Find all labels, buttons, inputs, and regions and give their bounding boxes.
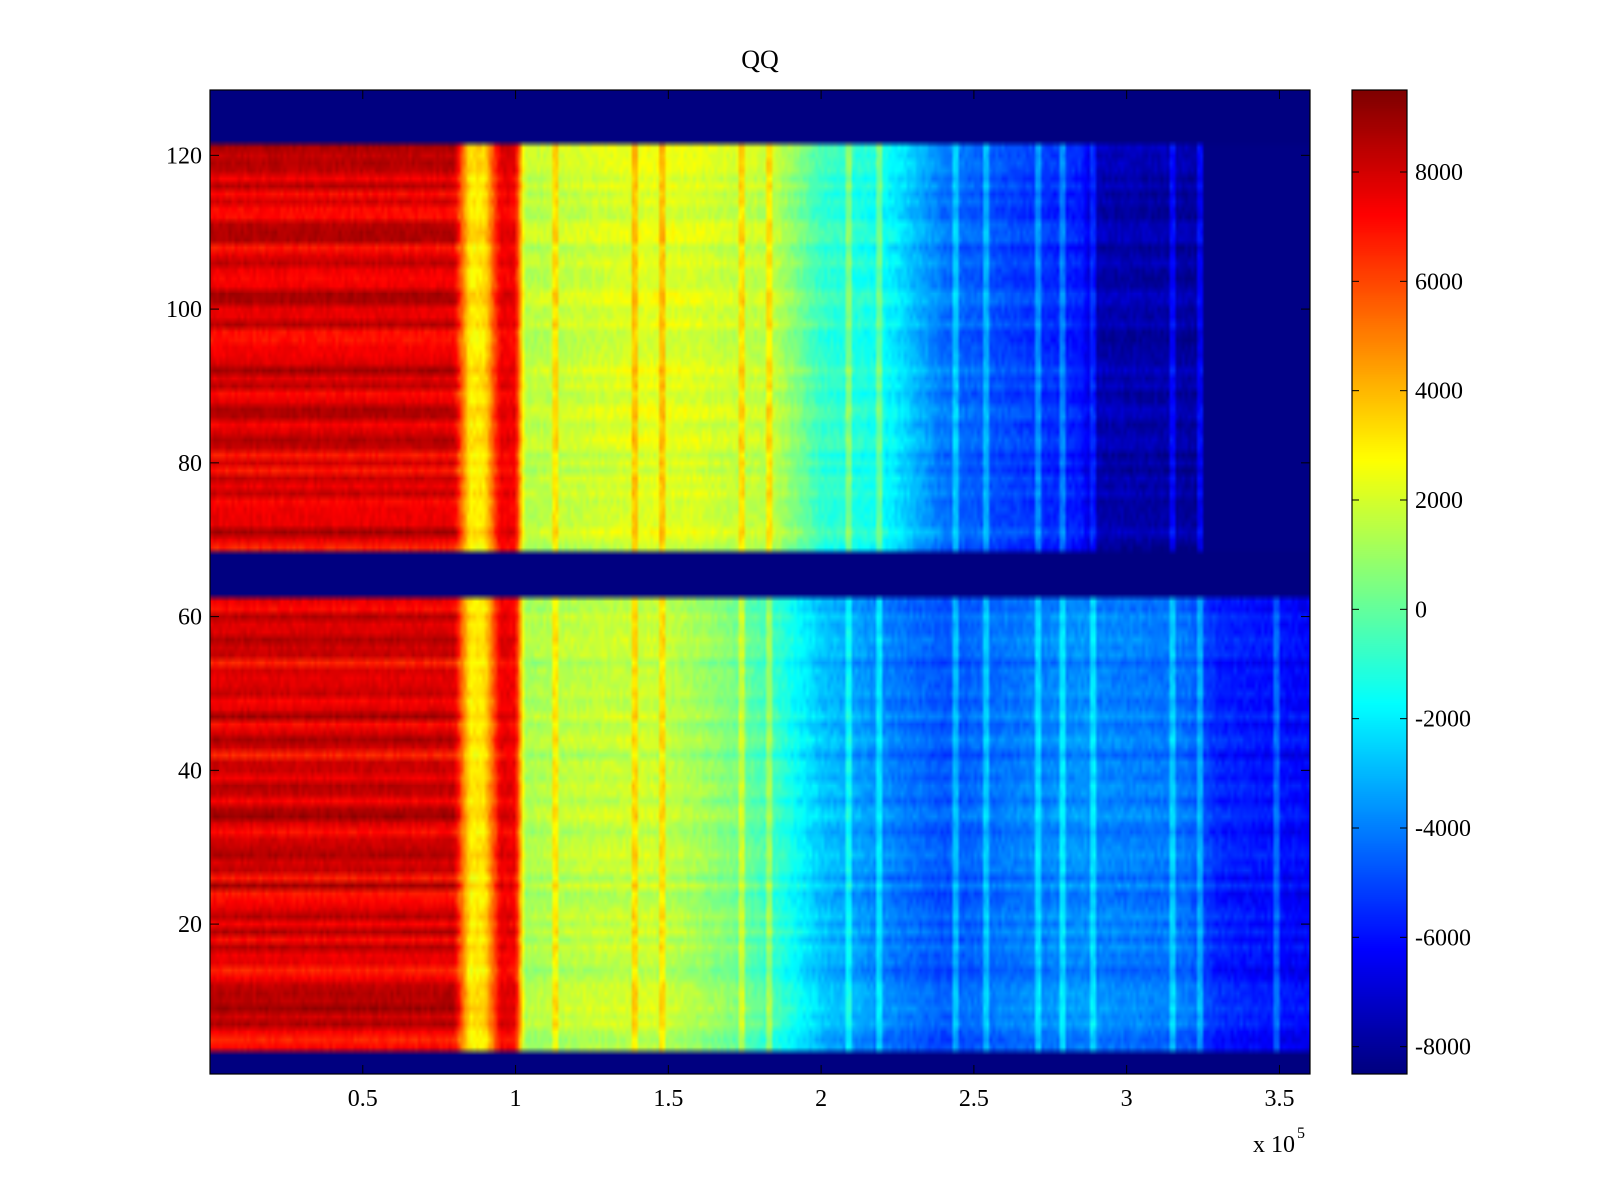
x-multiplier-base: x 10	[1253, 1132, 1295, 1158]
y-tick-label: 120	[166, 143, 202, 169]
y-tick-label: 100	[166, 297, 202, 323]
colorbar-tick-label: -6000	[1415, 925, 1471, 951]
x-multiplier-label: x 10 5	[1253, 1125, 1305, 1158]
y-tick-label: 80	[178, 451, 202, 477]
colorbar-tick-label: 4000	[1415, 379, 1463, 405]
colorbar-axis: 8000 6000 4000 2000 0 -2000 -4000 -6000 -8000	[1352, 160, 1471, 1061]
x-tick-label: 3.5	[1264, 1086, 1294, 1112]
x-tick-label: 1	[510, 1086, 522, 1112]
y-tick-label: 60	[178, 605, 202, 631]
colorbar-tick-label: -2000	[1415, 707, 1471, 733]
x-tick-label: 3	[1121, 1086, 1133, 1112]
colorbar-frame	[1351, 89, 1408, 1075]
plot-frame	[209, 89, 1311, 1075]
colorbar-tick-label: 0	[1415, 597, 1427, 623]
x-tick-label: 2	[815, 1086, 827, 1112]
x-tick-label: 2.5	[959, 1086, 989, 1112]
x-tick-label: 0.5	[348, 1086, 378, 1112]
x-multiplier-exponent: 5	[1297, 1125, 1305, 1142]
y-tick-label: 20	[178, 912, 202, 938]
heatmap-image	[210, 90, 1310, 1074]
y-tick-label: 40	[178, 758, 202, 784]
colorbar-tick-label: -4000	[1415, 816, 1471, 842]
x-axis: 0.5 1 1.5 2 2.5 3 3.5	[348, 90, 1294, 1112]
colorbar	[1352, 90, 1407, 1074]
colorbar-tick-label: 8000	[1415, 160, 1463, 186]
x-tick-label: 1.5	[653, 1086, 683, 1112]
chart-title: QQ	[741, 45, 779, 74]
colorbar-tick-label: 6000	[1415, 269, 1463, 295]
colorbar-tick-label: -8000	[1415, 1035, 1471, 1061]
colorbar-tick-label: 2000	[1415, 488, 1463, 514]
y-axis: 20 40 60 80 100 120	[166, 143, 1310, 938]
